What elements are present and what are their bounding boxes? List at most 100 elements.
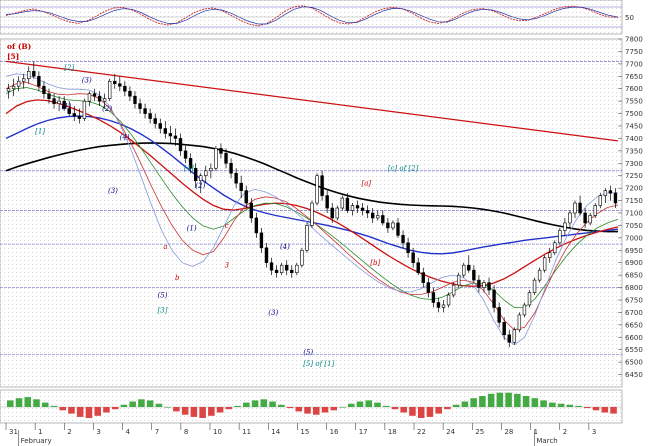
candle-body [133, 95, 137, 104]
candle-body [102, 98, 107, 102]
wave-annotation: (2) [195, 182, 205, 190]
candle-body [62, 100, 66, 109]
histogram-bar [374, 402, 381, 407]
candle-body [92, 93, 97, 97]
candle-body [128, 90, 132, 97]
candle-body [57, 100, 61, 104]
histogram-bar [365, 400, 372, 407]
wave-annotation: (4) [280, 243, 290, 251]
histogram-bar [103, 407, 110, 413]
candle-body [6, 88, 11, 92]
candle-body [290, 269, 294, 273]
candle-body [563, 222, 567, 231]
candle-body [456, 274, 461, 286]
candle-body [209, 167, 213, 172]
candle-body [52, 98, 56, 104]
histogram-bar [50, 405, 58, 407]
wave-annotation: [a] [362, 180, 372, 188]
y-tick-label: 6600 [625, 334, 643, 342]
candle-body [219, 148, 223, 154]
candle-body [568, 212, 572, 224]
wave-annotation: [1] [35, 127, 45, 135]
candle-body [436, 302, 441, 308]
histogram-panel [0, 389, 623, 424]
candle-body [143, 108, 147, 114]
histogram-bar [549, 402, 556, 407]
histogram-bar [234, 405, 241, 407]
candle-body [32, 71, 36, 77]
histogram-bar [444, 407, 451, 410]
x-tick-label: 4 [126, 428, 131, 436]
wave-annotation: [3] [158, 306, 168, 314]
histogram-bar [426, 407, 434, 417]
candle-body [315, 175, 319, 204]
candle-body [239, 182, 243, 191]
main-panel: of (B)[5] [2] (3) (1) (2) [1] (4) (3) [4] (2) (1) a… [0, 36, 643, 388]
x-tick-label: 28 [504, 428, 513, 436]
x-tick-label: 7 [155, 428, 159, 436]
candle-body [492, 289, 496, 308]
candle-body [532, 279, 537, 293]
histogram-bar [15, 398, 23, 407]
x-tick-label: 24 [446, 428, 455, 436]
histogram-bar [199, 407, 206, 418]
candle-body [11, 85, 16, 90]
histogram-bar [461, 401, 469, 407]
histogram-bar [505, 392, 512, 407]
candle-body [431, 292, 436, 303]
candle-body [82, 100, 87, 119]
candle-body [138, 103, 142, 109]
histogram-bar [382, 405, 390, 407]
candle-body [193, 167, 198, 181]
x-tick-label: 1 [38, 428, 42, 436]
wave-annotation: (1) [187, 224, 197, 232]
candle-body [588, 215, 592, 224]
histogram-bar [575, 405, 582, 407]
histogram-bar [33, 399, 40, 407]
histogram-bar [304, 407, 311, 414]
candle-body [593, 205, 597, 216]
candle-body [123, 85, 127, 92]
candle-body [87, 93, 92, 102]
histogram-bar [181, 407, 189, 415]
candle-body [274, 269, 279, 273]
wave-annotation: b [175, 274, 180, 282]
oscillator-panel: 50 [0, 0, 634, 35]
wave-annotation: [5] of [1] [303, 360, 334, 368]
candle-body [97, 95, 102, 102]
histogram-bar [452, 404, 460, 407]
candle-body [259, 232, 264, 249]
wave-annotation: c [225, 222, 229, 230]
histogram-bar [24, 397, 32, 407]
histogram-bar [146, 400, 154, 407]
histogram-bar [41, 402, 49, 407]
candle-body [305, 225, 309, 251]
candle-body [583, 212, 587, 224]
candle-body [244, 190, 248, 204]
histogram-bar [610, 407, 617, 414]
candle-body [522, 304, 527, 316]
candle-body [350, 205, 355, 211]
candle-body [340, 197, 345, 209]
histogram-bar [164, 407, 171, 408]
candle-body [497, 307, 501, 323]
candle-body [325, 195, 329, 209]
wave-annotation: (5) [158, 292, 168, 300]
candle-body [173, 135, 178, 139]
candle-body [487, 282, 491, 291]
candle-body [254, 217, 259, 234]
candle-body [183, 150, 188, 159]
x-tick-label: 3 [96, 428, 100, 436]
candle-body [517, 314, 522, 331]
histogram-bar [321, 407, 329, 413]
wave-annotation: 3 [225, 262, 230, 270]
candle-body [451, 284, 456, 296]
histogram-bar [76, 407, 84, 417]
candle-body [295, 264, 299, 273]
candle-body [396, 222, 400, 236]
candle-body [355, 205, 360, 209]
wave-annotation: (2) [102, 105, 112, 113]
candle-body [204, 170, 208, 177]
wave-annotation: (5) [303, 349, 313, 357]
